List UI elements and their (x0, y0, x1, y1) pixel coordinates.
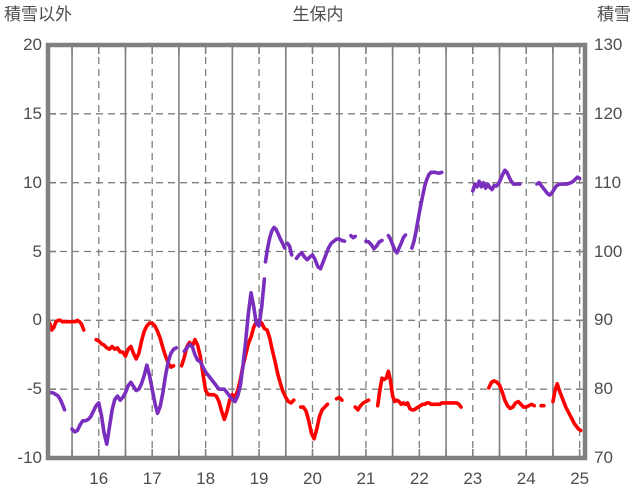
series-line-segment (386, 233, 408, 255)
y-axis-tick-label: 10 (23, 172, 42, 192)
y-axis-tick-label: 20 (23, 35, 42, 54)
x-axis-tick-label: 21 (356, 469, 376, 488)
plot-frame (45, 42, 588, 461)
y2-axis-tick-label: 130 (594, 35, 623, 54)
x-axis-tick-label: 22 (409, 469, 429, 488)
series-line-segment (470, 168, 522, 193)
x-axis-tick-label: 16 (89, 469, 109, 488)
series-line-segment (70, 346, 179, 447)
y2-axis-tick-label: 110 (594, 172, 622, 192)
y-axis-tick-label: 15 (23, 103, 42, 123)
series-line-segment (349, 233, 358, 240)
x-axis-tick-label: 17 (142, 469, 162, 488)
y2-axis-tick-label: 80 (594, 379, 613, 399)
series-line-segment (285, 241, 294, 257)
series-line-segment (298, 402, 330, 441)
series-line-segment (410, 170, 444, 250)
x-axis-tick-label: 25 (570, 469, 590, 488)
y-axis-tick-label: 5 (32, 241, 42, 261)
series-line-segment (94, 321, 176, 369)
series-line-segment (364, 238, 384, 251)
series-1 (47, 318, 583, 441)
series-2 (47, 168, 582, 447)
y-axis-tick-label: -10 (17, 448, 42, 467)
series-line-segment (353, 398, 371, 412)
y-axis-tick-label: -5 (26, 379, 42, 399)
series-line-segment (263, 225, 287, 264)
x-axis-tick-label: 20 (303, 469, 322, 488)
y2-axis-tick-label: 90 (594, 310, 613, 330)
x-axis-tick-label: 24 (516, 469, 536, 488)
x-axis-tick-label: 23 (463, 469, 483, 488)
left-axis-title: 積雪以外 (4, 5, 72, 24)
x-axis-tick-label: 19 (249, 469, 269, 488)
series-line-segment (487, 379, 537, 411)
series-line-segment (182, 277, 267, 404)
y2-axis-tick-label: 100 (594, 241, 623, 261)
series-line-segment (375, 369, 463, 412)
series-line-segment (551, 381, 583, 433)
series-line-segment (535, 175, 582, 197)
right-axis-title: 積雪 (597, 5, 631, 24)
series-line-segment (47, 390, 67, 412)
x-axis-tick-label: 18 (196, 469, 216, 488)
chart-title: 生保内 (292, 5, 344, 24)
series-line-segment (47, 318, 86, 332)
y2-axis-tick-label: 120 (594, 103, 623, 123)
y2-axis-tick-label: 70 (594, 448, 613, 467)
series-line-segment (179, 318, 296, 422)
y-axis-tick-label: 0 (32, 310, 42, 330)
series-line-segment (334, 395, 344, 402)
series-line-segment (294, 237, 347, 271)
